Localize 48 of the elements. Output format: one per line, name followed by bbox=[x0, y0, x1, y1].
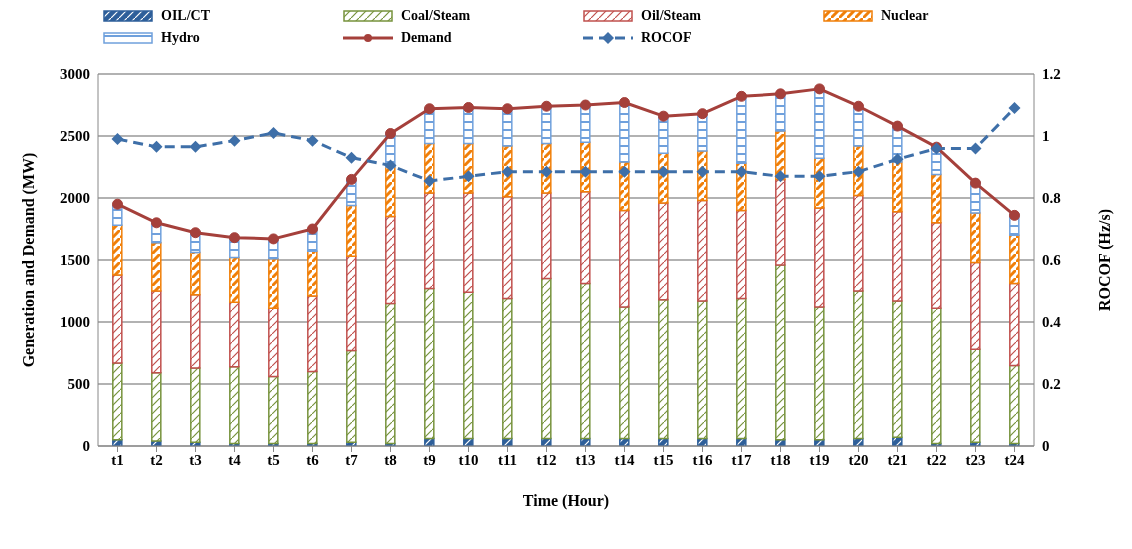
y-tick-label: 2500 bbox=[60, 128, 90, 145]
y2-axis-title: ROCOF (Hz/s) bbox=[1095, 208, 1114, 312]
x-tick-label: t14 bbox=[614, 451, 635, 468]
legend-label: ROCOF bbox=[641, 30, 692, 46]
legend-label: Demand bbox=[401, 30, 452, 46]
x-tick-label: t4 bbox=[228, 451, 242, 468]
y2-tick-label: 1.2 bbox=[1042, 66, 1061, 83]
y-tick-label: 500 bbox=[67, 376, 90, 393]
x-tick-label: t12 bbox=[536, 451, 557, 468]
legend-label: Nuclear bbox=[881, 8, 929, 24]
x-tick-label: t2 bbox=[150, 451, 163, 468]
x-tick-label: t1 bbox=[111, 451, 124, 468]
x-tick-label: t18 bbox=[770, 451, 791, 468]
y2-tick-label: 0.4 bbox=[1042, 314, 1062, 331]
y2-tick-label: 0.8 bbox=[1042, 190, 1061, 207]
x-tick-label: t11 bbox=[497, 451, 518, 468]
x-tick-label: t13 bbox=[575, 451, 596, 468]
x-tick-label: t16 bbox=[692, 451, 713, 468]
x-tick-label: t17 bbox=[731, 451, 752, 468]
x-axis-title: Time (Hour) bbox=[522, 492, 610, 510]
y2-tick-label: 0.6 bbox=[1042, 252, 1062, 269]
y-tick-label: 1500 bbox=[60, 252, 90, 269]
legend-label: OIL/CT bbox=[161, 8, 211, 24]
legend-label: Oil/Steam bbox=[641, 8, 701, 24]
y-tick-label: 1000 bbox=[60, 314, 90, 331]
x-tick-label: t22 bbox=[926, 451, 947, 468]
x-tick-label: t9 bbox=[423, 451, 436, 468]
x-tick-label: t23 bbox=[965, 451, 986, 468]
y2-tick-label: 0 bbox=[1042, 438, 1050, 455]
legend-label: Coal/Steam bbox=[401, 8, 471, 24]
x-tick-label: t20 bbox=[848, 451, 869, 468]
y2-tick-label: 1 bbox=[1042, 128, 1050, 145]
y2-tick-label: 0.2 bbox=[1042, 376, 1061, 393]
x-tick-label: t10 bbox=[458, 451, 479, 468]
y-tick-label: 3000 bbox=[60, 66, 90, 83]
y-axis-title: Generation and Demand (MW) bbox=[19, 152, 38, 368]
x-tick-label: t24 bbox=[1004, 451, 1025, 468]
x-tick-label: t7 bbox=[345, 451, 359, 468]
x-tick-label: t15 bbox=[653, 451, 674, 468]
y-tick-label: 0 bbox=[82, 438, 90, 455]
x-tick-label: t8 bbox=[384, 451, 397, 468]
x-tick-label: t19 bbox=[809, 451, 830, 468]
x-tick-label: t6 bbox=[306, 451, 320, 468]
x-tick-label: t21 bbox=[887, 451, 908, 468]
x-tick-label: t3 bbox=[189, 451, 202, 468]
y-tick-label: 2000 bbox=[60, 190, 90, 207]
legend-label: Hydro bbox=[161, 30, 200, 46]
x-tick-label: t5 bbox=[267, 451, 280, 468]
